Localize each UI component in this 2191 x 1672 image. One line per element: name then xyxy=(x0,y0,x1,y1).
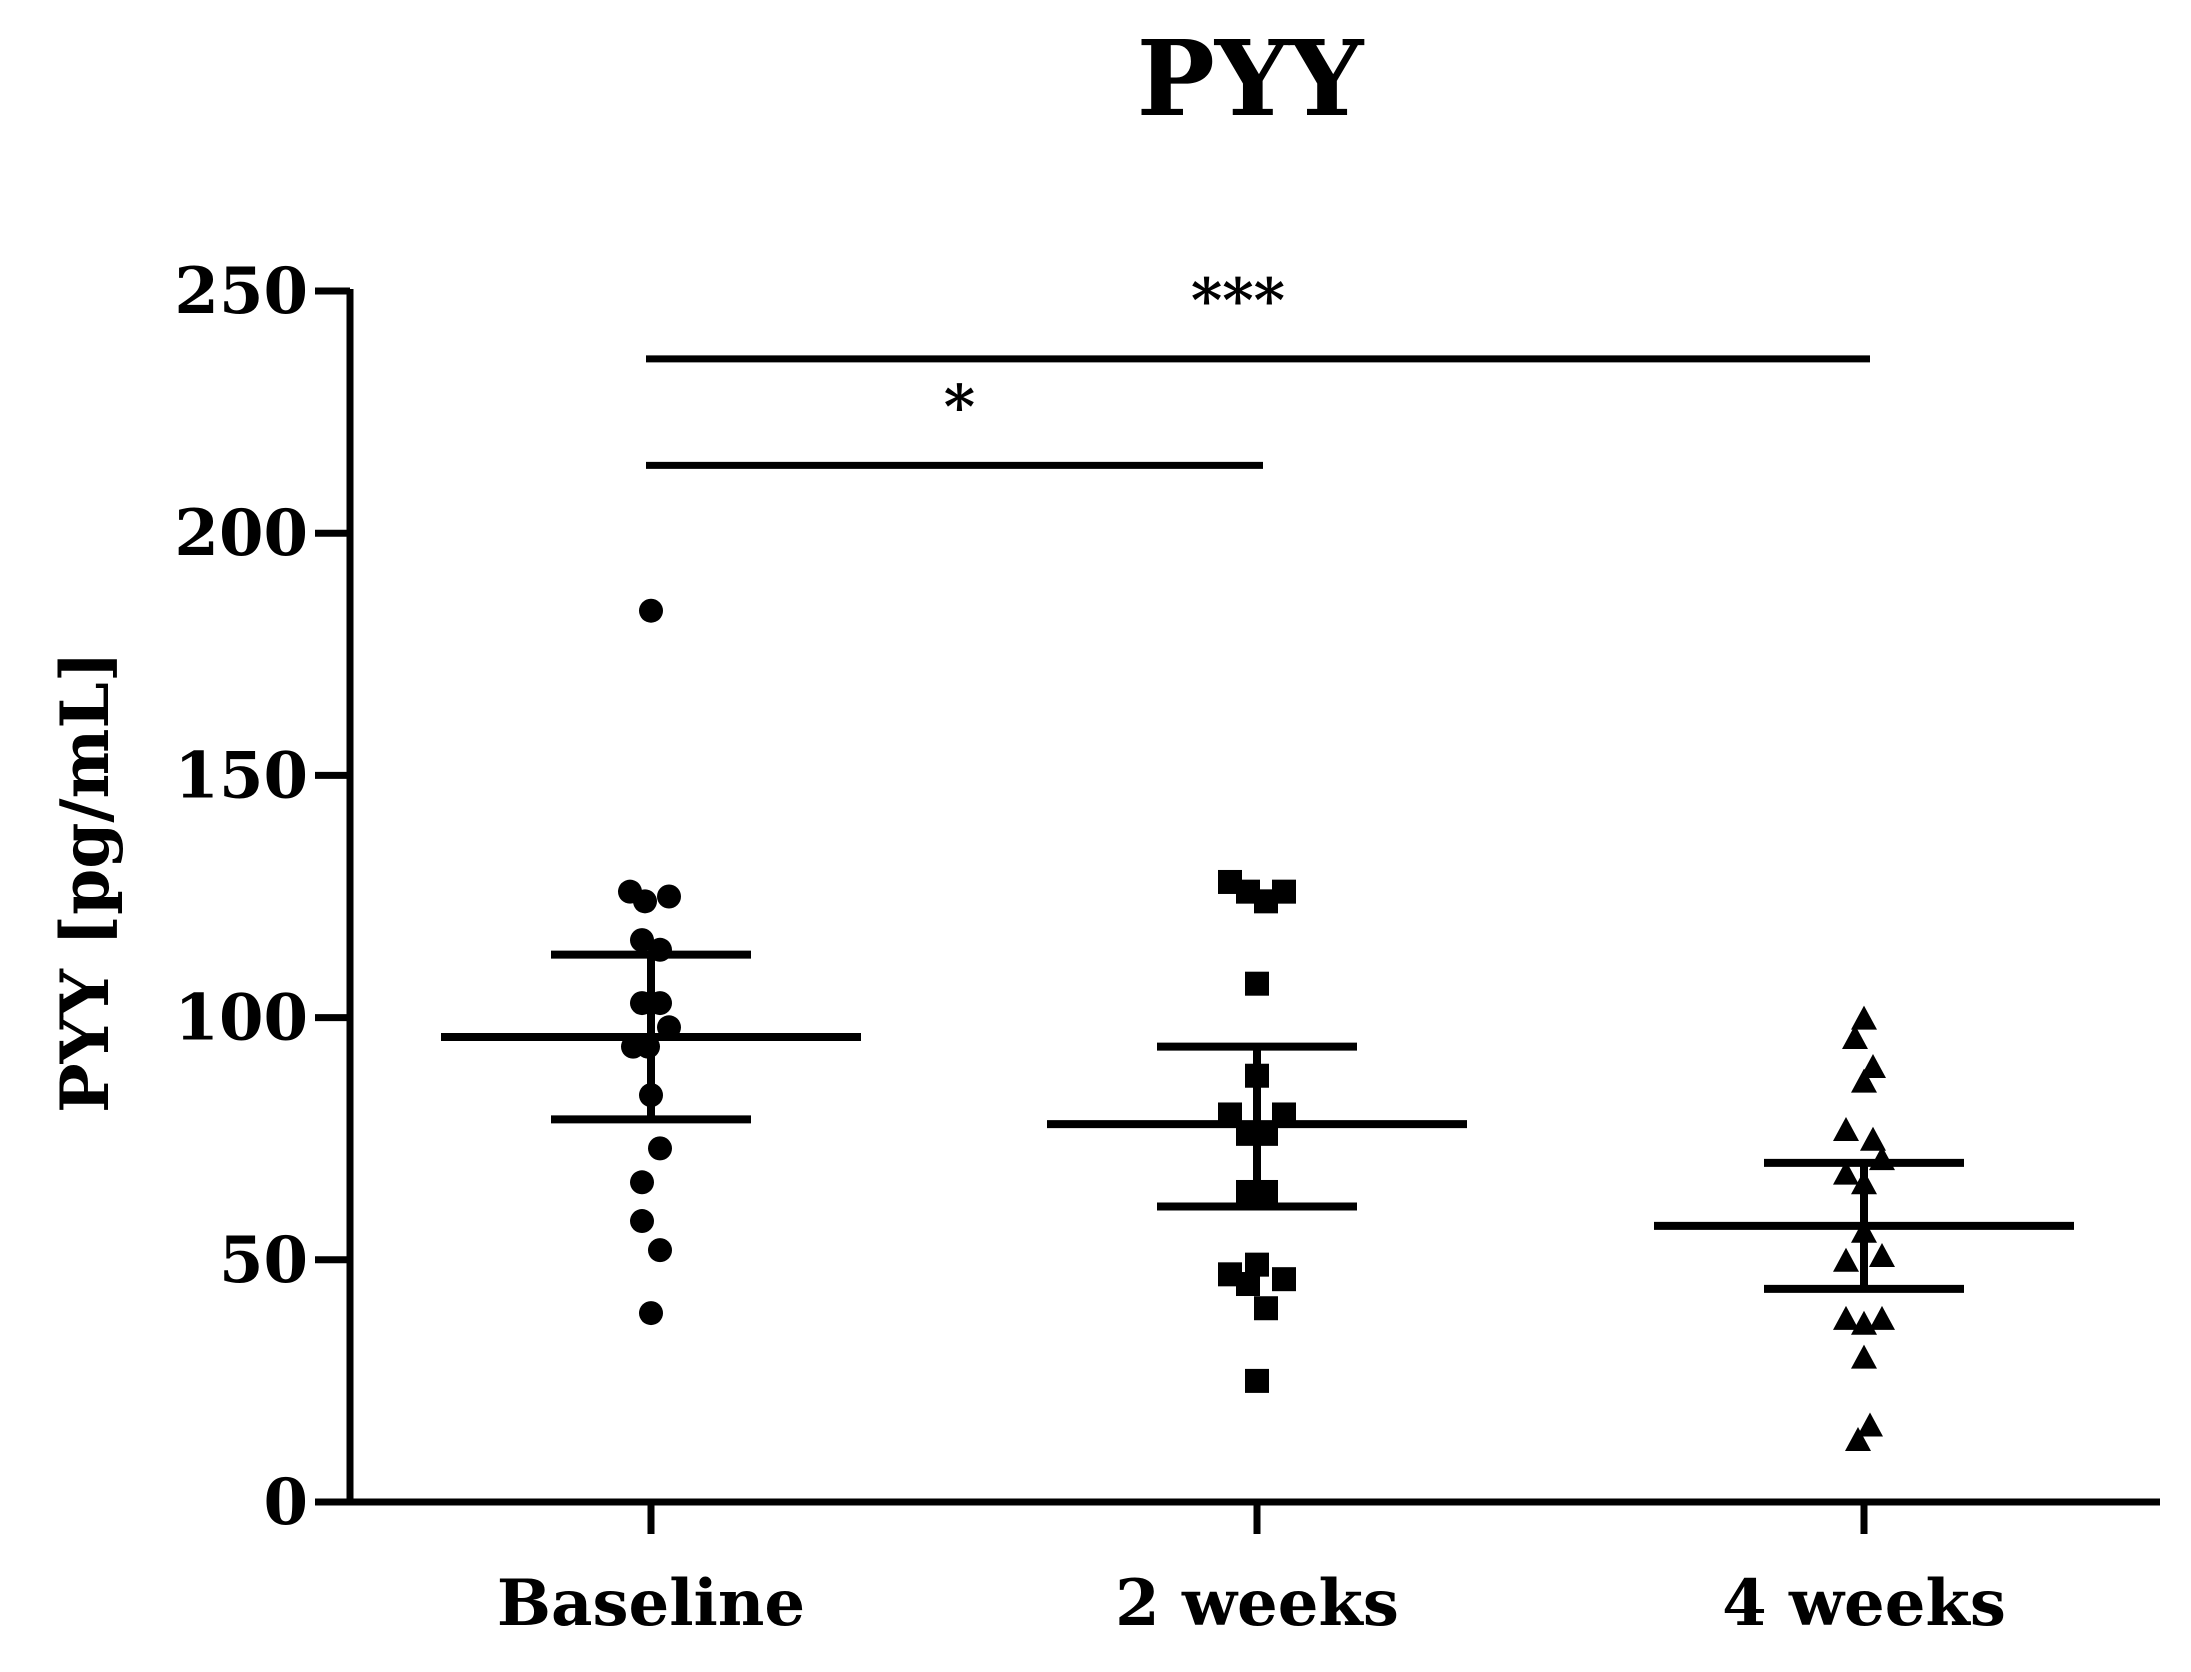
significance-label-1: *** xyxy=(1191,266,1285,336)
mean-sem-bars xyxy=(441,950,2074,1293)
point-1-3 xyxy=(1272,879,1296,904)
point-2-7 xyxy=(1833,1160,1859,1185)
point-1-14 xyxy=(1236,1272,1260,1297)
point-2-17 xyxy=(1845,1427,1871,1452)
y-tick-label-150: 150 xyxy=(174,738,308,813)
significance-label-0: * xyxy=(944,372,975,442)
chart-title: PYY xyxy=(1137,17,1365,140)
point-1-15 xyxy=(1272,1267,1296,1292)
point-2-15 xyxy=(1851,1344,1877,1369)
y-tick-label-100: 100 xyxy=(174,981,308,1056)
point-2-0 xyxy=(1851,1005,1877,1030)
point-1-4 xyxy=(1245,971,1269,996)
point-2-4 xyxy=(1833,1117,1859,1142)
point-0-3 xyxy=(657,884,681,909)
y-tick-label-250: 250 xyxy=(174,254,308,329)
significance-bars: **** xyxy=(646,266,1870,469)
point-2-16 xyxy=(1857,1412,1883,1437)
y-axis-label: PYY [pg/mL] xyxy=(46,651,124,1113)
point-0-2 xyxy=(633,889,657,914)
y-tick-label-50: 50 xyxy=(219,1223,308,1298)
point-2-2 xyxy=(1860,1054,1886,1079)
x-tick-label-1: 2 weeks xyxy=(1115,1566,1399,1641)
point-0-4 xyxy=(630,928,654,953)
point-2-5 xyxy=(1860,1126,1886,1151)
data-marks xyxy=(618,598,1895,1452)
point-2-11 xyxy=(1869,1242,1895,1267)
point-2-12 xyxy=(1833,1305,1859,1330)
point-1-16 xyxy=(1254,1296,1278,1321)
point-2-14 xyxy=(1869,1305,1895,1330)
x-tick-label-2: 4 weeks xyxy=(1722,1566,2006,1641)
point-0-13 xyxy=(630,1170,654,1195)
point-0-15 xyxy=(648,1238,672,1263)
point-2-1 xyxy=(1842,1024,1868,1049)
point-1-17 xyxy=(1245,1368,1269,1393)
x-tick-label-0: Baseline xyxy=(497,1566,805,1641)
axes: 0 50 100 150 200 250 Baseline 2 weeks 4 weeks xyxy=(174,254,2160,1641)
point-0-16 xyxy=(639,1301,663,1326)
point-2-10 xyxy=(1833,1247,1859,1272)
point-0-0 xyxy=(639,598,663,623)
point-0-12 xyxy=(648,1136,672,1161)
point-0-14 xyxy=(630,1209,654,1234)
point-2-3 xyxy=(1851,1068,1877,1093)
y-tick-label-200: 200 xyxy=(174,496,308,571)
y-tick-label-0: 0 xyxy=(263,1465,308,1540)
